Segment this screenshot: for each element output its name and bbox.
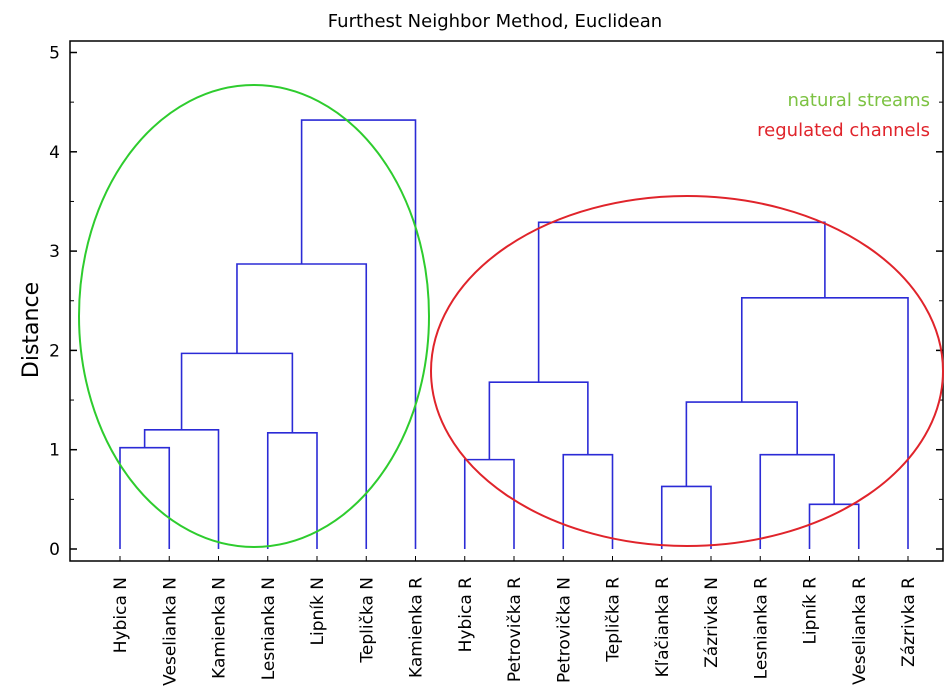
leaf-label: Hybica R xyxy=(456,577,476,653)
legend-entry: regulated channels xyxy=(757,120,930,141)
leaf-label: Teplička R xyxy=(604,577,624,663)
dendrogram-link xyxy=(180,352,294,433)
dendrogram-link xyxy=(808,503,860,549)
y-tick-label: 1 xyxy=(49,441,60,461)
leaf-label: Lesnianka N xyxy=(259,577,279,680)
dendrogram-link xyxy=(266,432,318,549)
leaf-label: Kľačianka R xyxy=(653,577,673,678)
y-tick-label: 2 xyxy=(49,341,60,361)
leaf-label: Zázrivka N xyxy=(702,577,722,668)
dendrogram-link xyxy=(537,221,826,383)
leaf-label: Zázrivka R xyxy=(899,577,919,667)
dendrogram-link xyxy=(300,119,417,549)
dendrogram-link xyxy=(685,401,798,487)
chart-title: Furthest Neighbor Method, Euclidean xyxy=(328,11,662,32)
dendrogram-link xyxy=(488,381,589,460)
dendrogram-link xyxy=(463,458,515,549)
legend-entry: natural streams xyxy=(787,90,930,111)
y-tick-label: 0 xyxy=(49,540,60,560)
leaf-label: Lipník N xyxy=(308,577,328,645)
leaf-label: Petrovička N xyxy=(554,577,574,683)
regulated-channels-ellipse xyxy=(430,195,944,547)
y-axis-label: Distance xyxy=(19,282,44,378)
leaf-label: Hybica N xyxy=(111,577,131,653)
plot-frame xyxy=(69,40,944,562)
leaf-label: Lipník R xyxy=(801,577,821,645)
leaf-label: Lesnianka R xyxy=(751,577,771,680)
leaf-label: Kamienka R xyxy=(407,577,427,678)
leaf-label: Petrovička R xyxy=(505,577,525,682)
dendrogram-link xyxy=(660,485,712,549)
dendrogram-link xyxy=(740,296,909,549)
dendrogram-link xyxy=(562,453,614,549)
dendrogram-link xyxy=(119,446,171,549)
natural-streams-ellipse xyxy=(78,84,430,548)
y-tick-label: 3 xyxy=(49,242,60,262)
dendrogram-link xyxy=(759,453,835,549)
leaf-label: Kamienka N xyxy=(210,577,230,679)
leaf-label: Teplička N xyxy=(357,577,377,664)
dendrogram-link xyxy=(236,263,368,549)
y-tick-label: 5 xyxy=(49,44,60,64)
leaf-label: Veselianka N xyxy=(160,577,180,686)
leaf-label: Veselianka R xyxy=(850,577,870,685)
y-tick-label: 4 xyxy=(49,143,60,163)
